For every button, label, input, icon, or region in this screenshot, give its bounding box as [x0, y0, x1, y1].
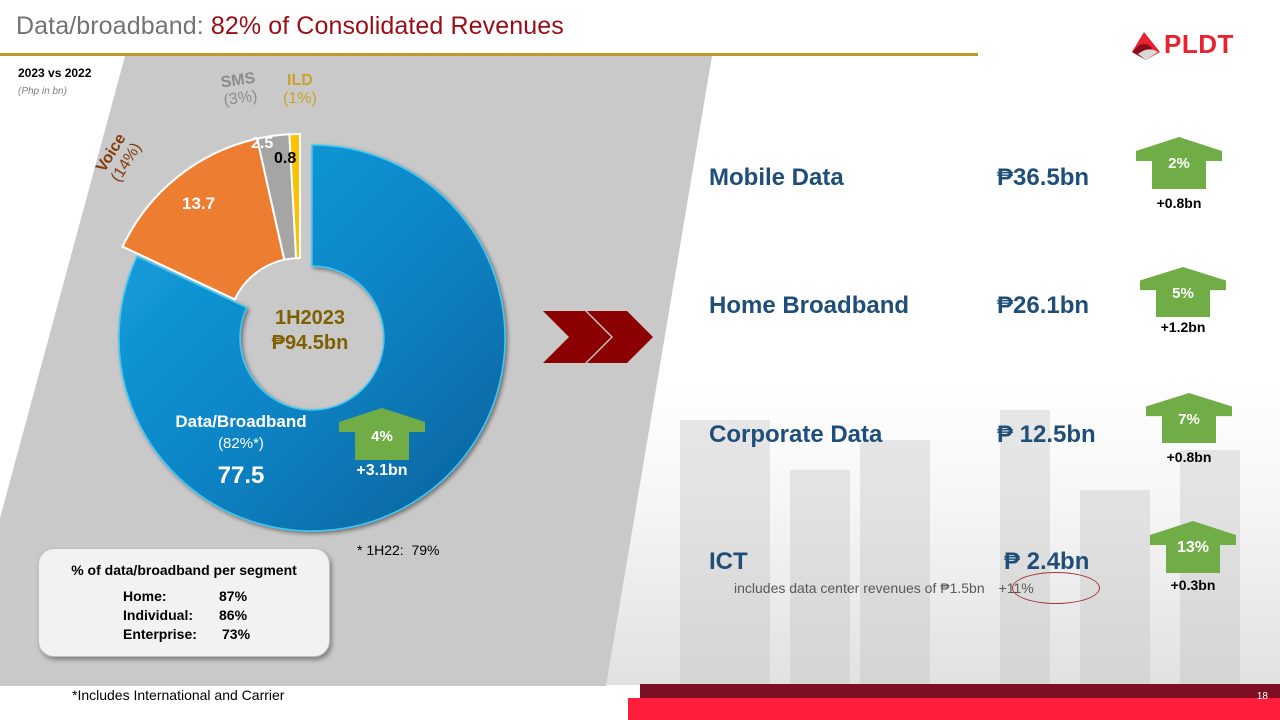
segment-value: 86% [219, 607, 248, 623]
donut-slice-voice [121, 137, 286, 301]
page-number: 18 [1256, 691, 1268, 702]
data-broadband-growth-pct: 4% [371, 428, 393, 445]
ict-note-text: includes data center revenues of ₱1.5bn [734, 580, 985, 596]
segment-label: Enterprise: [123, 626, 197, 642]
title-rule [0, 53, 978, 56]
breakdown-label-ict: ICT [709, 548, 748, 575]
title-highlight: 82% of Consolidated Revenues [210, 12, 564, 40]
double-chevron-icon [543, 311, 653, 363]
growth-pct: 7% [1178, 411, 1200, 428]
growth-arrow-corporate-data: 7% [1146, 393, 1232, 443]
up-arrow-icon [1140, 267, 1226, 317]
growth-arrow-home-broadband: 5% [1140, 267, 1226, 317]
comparison-label: 2023 vs 2022 [18, 66, 92, 80]
data-broadband-pct: (82%*) [218, 435, 264, 452]
highlight-circle [1012, 572, 1100, 604]
data-broadband-value: 77.5 [217, 462, 265, 489]
breakdown-label-home-broadband: Home Broadband [709, 292, 910, 319]
segment-row-individual: Individual: 86% [123, 607, 247, 623]
breakdown-value-corporate-data: ₱ 12.5bn [997, 421, 1096, 448]
data-broadband-growth-abs: +3.1bn [356, 462, 408, 479]
segment-row-home: Home: 87% [123, 588, 247, 604]
segment-label: Individual: [123, 607, 193, 623]
title-prefix: Data/broadband: [16, 12, 204, 40]
footer-band-red [628, 698, 1280, 720]
segment-value: 87% [219, 588, 248, 604]
footnote: *Includes International and Carrier [72, 687, 285, 703]
breakdown-value-ict: ₱ 2.4bn [1004, 548, 1090, 575]
sms-value: 2.5 [251, 135, 274, 152]
page-title: Data/broadband: 82% of Consolidated Reve… [16, 12, 564, 41]
breakdown-value-mobile-data: ₱36.5bn [997, 164, 1090, 191]
segment-label: Home: [123, 588, 167, 604]
data-broadband-name: Data/Broadband [175, 412, 307, 431]
data-broadband-growth-arrow: 4% [339, 408, 425, 460]
growth-arrow-mobile-data: 2% [1136, 137, 1222, 189]
voice-value: 13.7 [182, 194, 216, 213]
center-total: ₱94.5bn [271, 332, 349, 354]
growth-pct: 5% [1172, 285, 1194, 302]
prior-year-note: * 1H22: 79% [357, 542, 440, 558]
segment-value: 73% [222, 626, 251, 642]
center-period: 1H2023 [274, 307, 346, 329]
growth-pct: 2% [1168, 155, 1190, 172]
growth-abs-corporate-data: +0.8bn [1166, 449, 1212, 465]
up-arrow-icon [1146, 393, 1232, 443]
breakdown-label-mobile-data: Mobile Data [709, 164, 844, 191]
unit-label: (Php in bn) [18, 86, 67, 97]
up-arrow-icon [339, 408, 425, 460]
data-broadband-label: Data/Broadband (82%*) [150, 412, 332, 452]
growth-arrow-ict: 13% [1150, 521, 1236, 573]
ild-name: ILD [287, 72, 313, 89]
pldt-triangle-icon [1132, 32, 1160, 60]
ict-data-center-note: includes data center revenues of ₱1.5bn … [734, 572, 1100, 604]
sms-label: SMS (3%) [220, 70, 259, 110]
donut-center-label: 1H2023 ₱94.5bn [240, 306, 380, 356]
ild-label: ILD (1%) [283, 72, 317, 108]
segment-row-enterprise: Enterprise: 73% [123, 626, 250, 642]
up-arrow-icon [1150, 521, 1236, 573]
donut-slice-ild [288, 132, 301, 260]
segment-box-title: % of data/broadband per segment [71, 562, 297, 578]
growth-abs-mobile-data: +0.8bn [1156, 195, 1202, 211]
up-arrow-icon [1136, 137, 1222, 189]
pldt-logo: PLDT [1130, 28, 1242, 62]
growth-pct: 13% [1176, 539, 1210, 556]
breakdown-value-home-broadband: ₱26.1bn [997, 292, 1090, 319]
ild-value: 0.8 [274, 150, 297, 167]
ild-pct: (1%) [283, 90, 317, 107]
pldt-logo-text: PLDT [1164, 29, 1234, 59]
growth-abs-ict: +0.3bn [1170, 577, 1216, 593]
breakdown-label-corporate-data: Corporate Data [709, 421, 883, 448]
segment-share-box: % of data/broadband per segment Home: 87%… [38, 548, 330, 657]
footer-band-dark [640, 684, 1280, 698]
growth-abs-home-broadband: +1.2bn [1160, 319, 1206, 335]
